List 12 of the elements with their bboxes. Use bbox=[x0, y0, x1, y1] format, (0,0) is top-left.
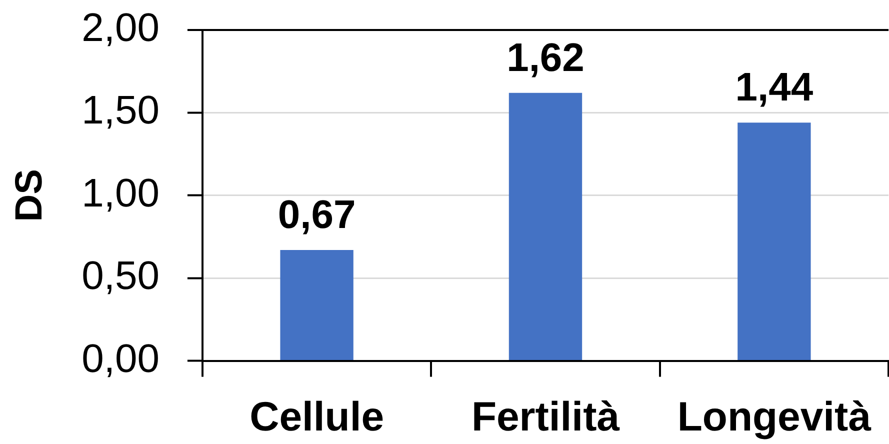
y-tick-label: 1,50 bbox=[82, 88, 160, 133]
x-tick-label: Cellule bbox=[250, 394, 384, 440]
y-axis-title: DS bbox=[8, 169, 50, 222]
data-label: 1,62 bbox=[506, 36, 584, 80]
y-tick-label: 2,00 bbox=[82, 6, 160, 50]
y-tick-label: 0,50 bbox=[82, 254, 160, 298]
data-label: 0,67 bbox=[278, 192, 356, 237]
x-tick-label: Fertilità bbox=[471, 394, 620, 440]
y-tick-label: 1,00 bbox=[82, 171, 160, 216]
data-label: 1,44 bbox=[735, 66, 814, 110]
y-tick-label: 0,00 bbox=[82, 336, 160, 381]
x-tick-label: Longevità bbox=[677, 394, 872, 440]
